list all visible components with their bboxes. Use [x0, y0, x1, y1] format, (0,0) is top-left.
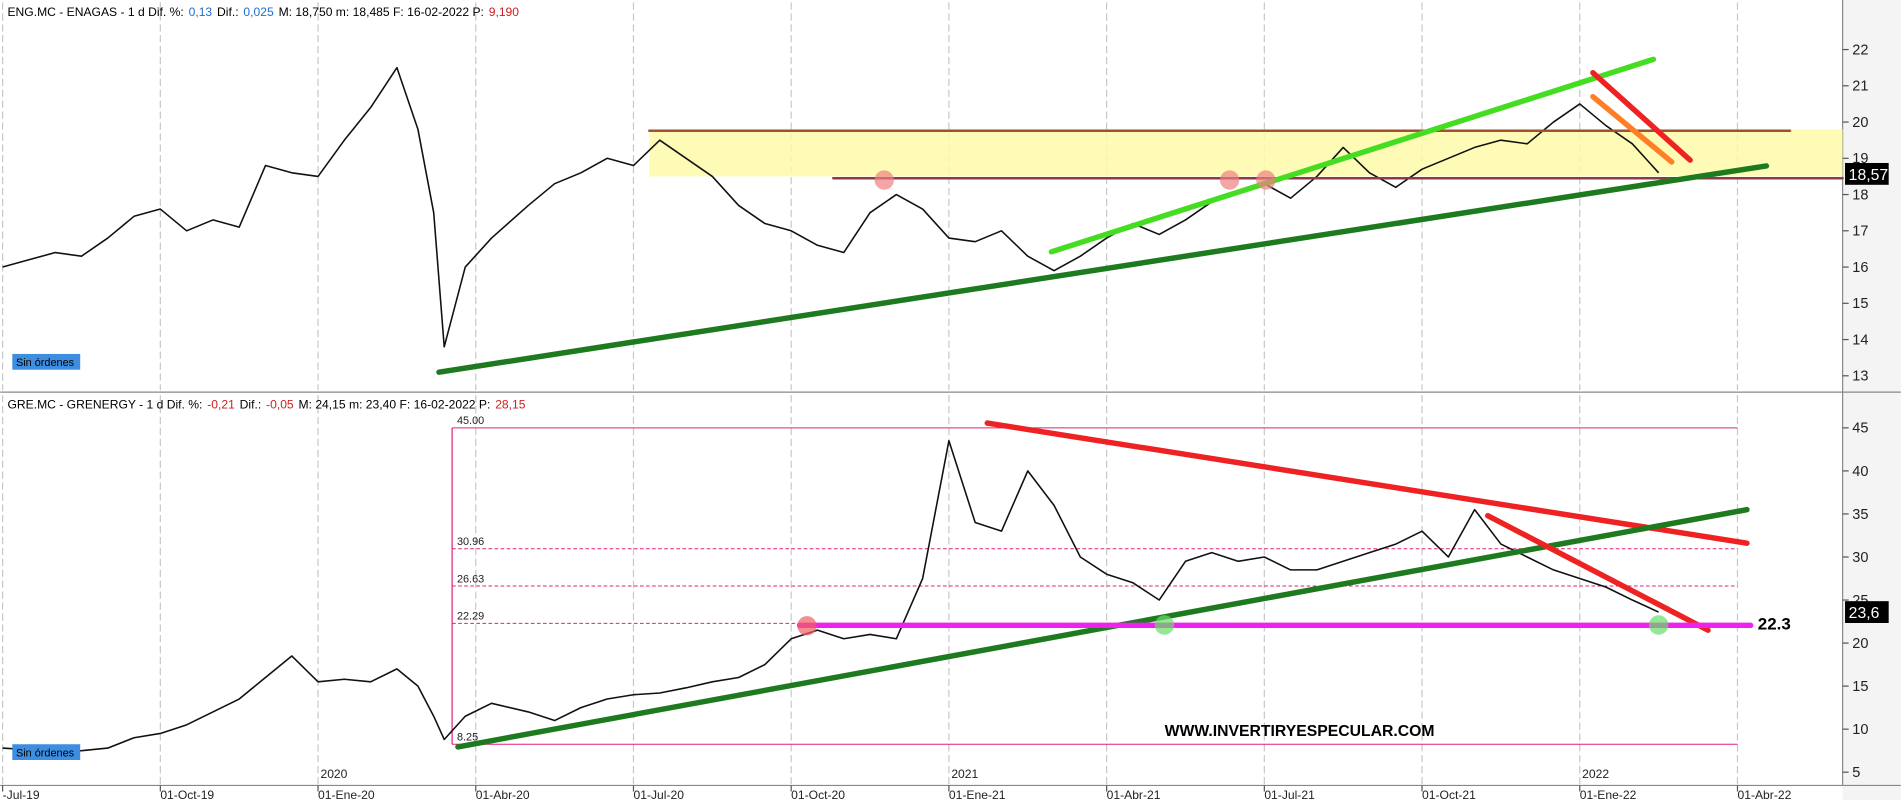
year-label: 2020 [320, 767, 347, 781]
header-part: M: 18,750 m: 18,485 F: 16-02-2022 P: [279, 5, 484, 19]
x-tick-label: 01-Oct-20 [791, 788, 845, 800]
x-tick-label: -Jul-19 [3, 788, 40, 800]
y-tick-label: 35 [1852, 507, 1868, 523]
y-tick-label: 10 [1852, 722, 1868, 738]
x-tick-label: 01-Abr-21 [1107, 788, 1161, 800]
header-part: M: 24,15 m: 23,40 F: 16-02-2022 P: [299, 397, 491, 411]
header-part: Dif.: [217, 5, 239, 19]
panel-header: GRE.MC - GRENERGY - 1 d Dif. %: -0,21 Dif.… [7, 397, 525, 411]
level-annotation: 22.3 [1758, 614, 1791, 633]
y-tick-label: 13 [1852, 369, 1868, 385]
fib-label: 26.63 [457, 573, 484, 585]
watermark: WWW.INVERTIRYESPECULAR.COM [1165, 723, 1435, 740]
touch-marker [797, 616, 817, 636]
year-label: 2021 [951, 767, 978, 781]
panel-header: ENG.MC - ENAGAS - 1 d Dif. %: 0,13 Dif.: 0,… [7, 5, 519, 19]
header-part: 0,13 [189, 5, 213, 19]
trend-line [1590, 93, 1675, 165]
price-axis-area [1842, 0, 1901, 800]
x-tick-label: 01-Oct-19 [160, 788, 214, 800]
trend-line [455, 506, 1750, 750]
fib-label: 30.96 [457, 536, 484, 548]
y-tick-label: 40 [1852, 464, 1868, 480]
y-tick-label: 45 [1852, 421, 1868, 437]
header-part: ENG.MC - ENAGAS - 1 d Dif. %: [7, 5, 183, 19]
touch-marker [1648, 615, 1669, 635]
x-tick-label: 01-Oct-21 [1422, 788, 1476, 800]
y-tick-label: 20 [1852, 115, 1868, 131]
fib-label: 8.25 [457, 732, 478, 744]
x-tick-label: 01-Ene-21 [949, 788, 1006, 800]
y-tick-label: 14 [1852, 332, 1868, 348]
trend-line [1590, 70, 1693, 163]
header-part: 28,15 [495, 397, 526, 411]
y-tick-label: 30 [1852, 550, 1868, 566]
y-tick-label: 17 [1852, 224, 1868, 240]
status-badge-label: Sin órdenes [16, 357, 75, 369]
y-tick-label: 15 [1852, 296, 1868, 312]
x-tick-label: 01-Jul-20 [633, 788, 684, 800]
year-label: 2022 [1582, 767, 1609, 781]
x-tick-label: 01-Abr-20 [476, 788, 530, 800]
trend-line [1485, 512, 1711, 633]
y-tick-label: 20 [1852, 636, 1868, 652]
price-line [2, 439, 1659, 753]
y-tick-label: 15 [1852, 679, 1868, 695]
last-price-box [1845, 601, 1889, 623]
last-price-label: 18,57 [1849, 167, 1888, 184]
x-tick-label: 01-Ene-20 [318, 788, 375, 800]
fib-label: 22.29 [457, 611, 484, 623]
fib-label: 45.00 [457, 415, 484, 427]
trend-line [1048, 56, 1657, 255]
header-part: GRE.MC - GRENERGY - 1 d Dif. %: [7, 397, 202, 411]
header-part: 9,190 [489, 5, 520, 19]
trend-line [436, 163, 1770, 375]
status-badge-label: Sin órdenes [16, 747, 75, 759]
panel: 5101520253035404545.0030.9626.6322.298.2… [2, 395, 1889, 785]
x-tick-label: 01-Jul-21 [1264, 788, 1315, 800]
touch-marker [874, 170, 894, 190]
touch-marker [1256, 170, 1276, 190]
y-tick-label: 18 [1852, 187, 1868, 203]
header-part: 0,025 [243, 5, 274, 19]
last-price-label: 23,6 [1849, 605, 1880, 622]
header-part: -0,05 [266, 397, 294, 411]
y-tick-label: 21 [1852, 79, 1868, 95]
header-part: Dif.: [240, 397, 262, 411]
status-badge [12, 353, 81, 370]
trend-line [984, 420, 1750, 546]
touch-marker [1219, 170, 1240, 190]
y-tick-label: 5 [1852, 765, 1860, 781]
status-badge [12, 744, 81, 760]
touch-marker [1154, 615, 1175, 635]
x-tick-label: 01-Abr-22 [1737, 788, 1791, 800]
y-tick-label: 22 [1852, 42, 1868, 58]
y-tick-label: 16 [1852, 260, 1868, 276]
header-part: -0,21 [207, 397, 235, 411]
last-price-box [1845, 162, 1889, 185]
x-tick-label: 01-Ene-22 [1580, 788, 1637, 800]
